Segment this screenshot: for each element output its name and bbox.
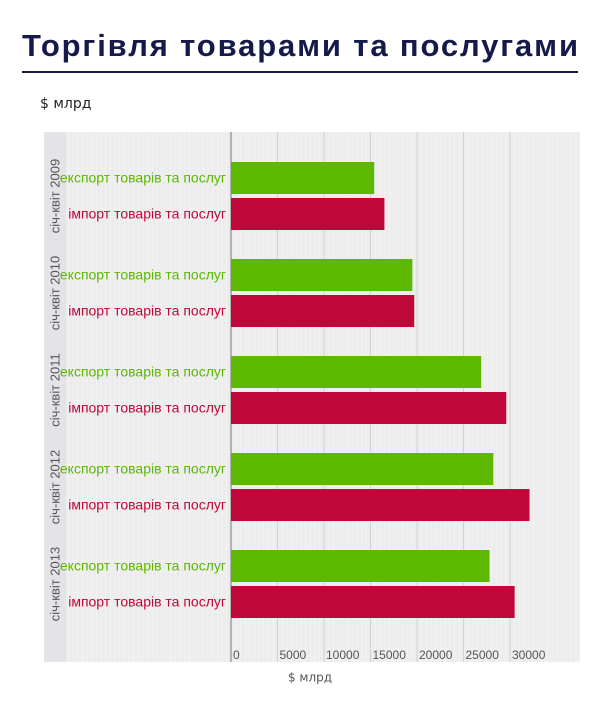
bar: [231, 489, 530, 521]
bar-label: імпорт товарів та послуг: [68, 206, 226, 222]
bar: [231, 162, 375, 194]
group-label: січ-квіт 2011: [47, 353, 62, 427]
x-tick-label: 25000: [466, 648, 500, 662]
chart-title: Торгівля товарами та послугами: [22, 28, 578, 63]
bar-label: експорт товарів та послуг: [60, 461, 226, 477]
bar: [231, 198, 385, 230]
x-tick-label: 20000: [419, 648, 453, 662]
bar-label: імпорт товарів та послуг: [68, 497, 226, 513]
x-tick-label: 0: [233, 648, 240, 662]
group-label: січ-квіт 2012: [47, 450, 62, 524]
bar: [231, 295, 415, 327]
group-label-band: [44, 132, 66, 662]
subtitle: $ млрд: [40, 96, 91, 112]
group-label: січ-квіт 2009: [47, 159, 62, 233]
bar: [231, 550, 490, 582]
bar: [231, 259, 413, 291]
bar-label: експорт товарів та послуг: [60, 170, 226, 186]
bar-label: імпорт товарів та послуг: [68, 594, 226, 610]
bar: [231, 586, 515, 618]
x-tick-label: 10000: [326, 648, 360, 662]
x-axis-label: $ млрд: [288, 671, 332, 685]
x-tick-label: 15000: [373, 648, 407, 662]
bar-label: експорт товарів та послуг: [60, 267, 226, 283]
group-label: січ-квіт 2013: [47, 547, 62, 621]
x-tick-label: 5000: [280, 648, 307, 662]
bar-label: експорт товарів та послуг: [60, 558, 226, 574]
bar-label: експорт товарів та послуг: [60, 364, 226, 380]
bar-label: імпорт товарів та послуг: [68, 400, 226, 416]
bar: [231, 453, 494, 485]
bar: [231, 356, 482, 388]
bar-label: імпорт товарів та послуг: [68, 303, 226, 319]
bar: [231, 392, 507, 424]
x-tick-label: 30000: [512, 648, 546, 662]
group-label: січ-квіт 2010: [47, 256, 62, 330]
